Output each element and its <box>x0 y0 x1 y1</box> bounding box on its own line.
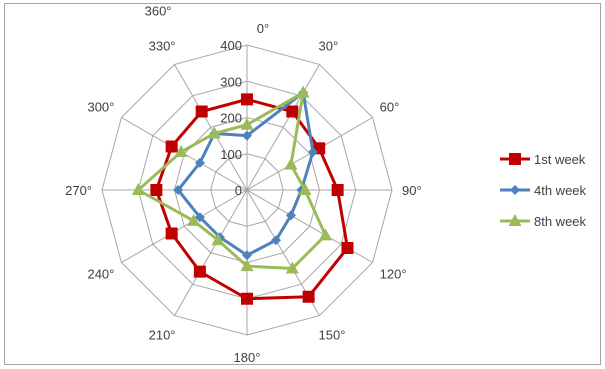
data-point <box>242 130 252 141</box>
angle-label: 300° <box>87 100 114 115</box>
data-point <box>284 157 298 170</box>
data-point <box>242 250 252 261</box>
radial-tick-label: 300 <box>220 74 242 89</box>
angle-label-360: 360° <box>145 3 172 18</box>
spoke-8 <box>121 189 248 263</box>
legend-item-2: 4th week <box>500 183 587 198</box>
data-point <box>194 212 205 223</box>
data-point <box>296 85 310 98</box>
legend-marker <box>508 214 522 226</box>
legend-item-3: 8th week <box>500 214 587 229</box>
data-point <box>207 126 221 139</box>
radial-tick-labels: 0 100 200 300 400 <box>220 38 242 198</box>
radial-tick-label: 0 <box>235 183 242 198</box>
data-point <box>131 183 145 195</box>
series-3 <box>131 85 332 274</box>
data-point <box>240 259 254 272</box>
data-point <box>195 105 208 118</box>
legend-label: 8th week <box>534 214 587 229</box>
legend-marker <box>509 153 521 165</box>
angle-label: 150° <box>319 328 346 343</box>
data-point <box>211 233 225 246</box>
data-point <box>241 93 253 106</box>
data-point <box>318 228 332 241</box>
angle-label: 240° <box>87 267 114 282</box>
data-point <box>241 292 253 305</box>
legend-label: 4th week <box>534 183 587 198</box>
data-point <box>165 140 178 153</box>
data-point <box>285 261 299 274</box>
angle-label: 0° <box>257 21 269 36</box>
radar-spokes <box>102 45 392 335</box>
angle-label: 330° <box>149 38 176 53</box>
spoke-7 <box>174 189 248 316</box>
angle-label: 120° <box>380 267 407 282</box>
legend-item-1: 1st week <box>500 152 586 167</box>
spoke-11 <box>174 64 248 191</box>
data-point <box>174 144 188 157</box>
angle-label: 210° <box>149 328 176 343</box>
data-point <box>150 184 163 196</box>
angle-label: 90° <box>402 183 422 198</box>
data-point <box>285 210 296 221</box>
data-point <box>193 265 206 278</box>
spoke-1 <box>246 64 320 191</box>
angle-label: 270° <box>65 183 92 198</box>
radial-tick-label: 200 <box>220 111 242 126</box>
legend-marker <box>510 185 520 195</box>
data-point <box>165 227 178 240</box>
data-point <box>331 184 344 196</box>
data-point <box>307 146 318 157</box>
data-point <box>298 183 312 195</box>
angle-label: 60° <box>380 100 400 115</box>
data-point <box>194 157 205 168</box>
radial-tick-label: 100 <box>220 147 242 162</box>
data-point <box>341 242 354 254</box>
data-point <box>173 185 184 195</box>
angle-label: 30° <box>319 38 339 53</box>
data-point <box>286 105 299 118</box>
radial-tick-label: 400 <box>220 38 242 53</box>
legend-label: 1st week <box>534 152 586 167</box>
series-layer <box>131 85 354 305</box>
angle-label: 180° <box>234 350 261 365</box>
data-point <box>240 117 254 130</box>
data-point <box>271 235 281 246</box>
legend: 1st week 4th week 8th week <box>500 152 587 229</box>
series-1 <box>150 93 354 305</box>
data-point <box>302 290 315 303</box>
data-point <box>187 213 201 226</box>
angle-labels: 0° 30° 60° 90° 120° 150° 180° 210° 240° 270° 300° 3… <box>65 3 422 365</box>
